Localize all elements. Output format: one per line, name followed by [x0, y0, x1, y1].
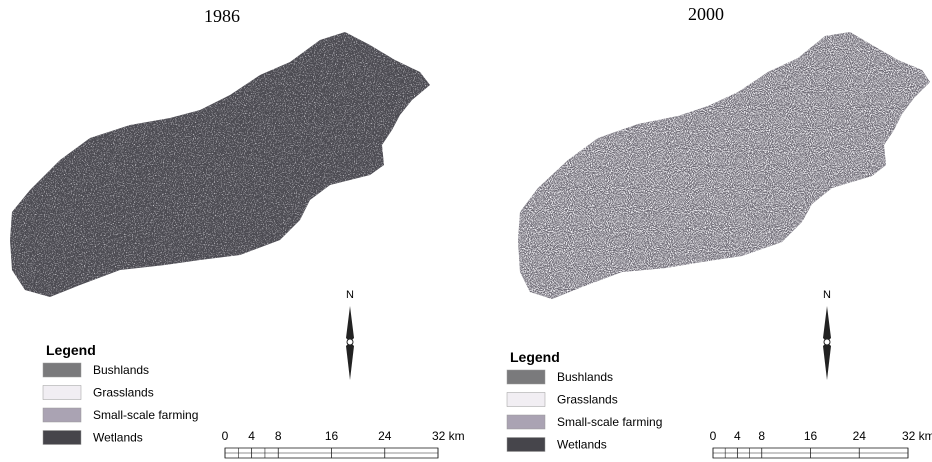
legend-label: Small-scale farming: [93, 408, 198, 422]
north-arrow: [823, 342, 831, 380]
north-arrow-center: [824, 339, 830, 345]
scale-label: 32 km: [432, 429, 465, 443]
legend-swatch: [507, 438, 545, 452]
map-2000: [500, 0, 932, 320]
legend-label: Grasslands: [93, 386, 154, 400]
legend-title: Legend: [510, 349, 560, 365]
legend-label: Wetlands: [93, 431, 143, 445]
scale-label: 32 km: [902, 429, 932, 443]
legend-label: Bushlands: [557, 370, 613, 384]
scale-label: 8: [275, 429, 282, 443]
legend-label: Wetlands: [557, 438, 607, 452]
map-title: 1986: [204, 6, 240, 26]
legend-swatch: [43, 408, 81, 422]
legend-label: Small-scale farming: [557, 415, 662, 429]
north-label: N: [823, 289, 831, 301]
scale-label: 4: [248, 429, 255, 443]
scale-label: 16: [325, 429, 339, 443]
north-arrow: [346, 342, 354, 380]
north-arrow: [346, 306, 354, 342]
scale-label: 24: [853, 429, 867, 443]
legend-swatch: [507, 393, 545, 407]
scale-label: 24: [378, 429, 392, 443]
north-arrow: [823, 306, 831, 342]
legend-swatch: [507, 370, 545, 384]
north-arrow-center: [347, 339, 353, 345]
figure: 1986 N Legend Bushlands Grasslands Small-scal…: [0, 0, 932, 462]
legend-swatch: [507, 415, 545, 429]
legend-swatch: [43, 431, 81, 445]
north-label: N: [346, 289, 354, 301]
scale-label: 4: [734, 429, 741, 443]
map-1986: [0, 0, 466, 320]
scale-label: 16: [804, 429, 818, 443]
legend-title: Legend: [46, 342, 96, 358]
map-title: 2000: [688, 4, 724, 24]
scale-label: 0: [710, 429, 717, 443]
legend-label: Grasslands: [557, 393, 618, 407]
legend-label: Bushlands: [93, 363, 149, 377]
legend-swatch: [43, 363, 81, 377]
legend-swatch: [43, 386, 81, 400]
scale-label: 8: [758, 429, 765, 443]
scale-label: 0: [222, 429, 229, 443]
